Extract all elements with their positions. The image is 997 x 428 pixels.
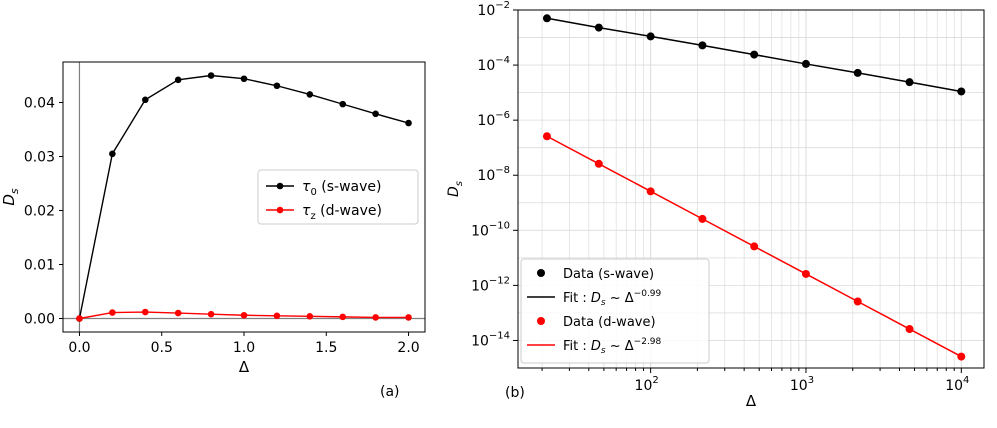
- panel-b-legend-marker-0: [537, 269, 545, 277]
- panel-b-label: (b): [505, 385, 525, 401]
- panel-b-series-1-point: [542, 132, 551, 141]
- panel-a-series-0-point: [174, 76, 182, 84]
- panel-a-series-1-point: [141, 308, 149, 316]
- panel-b-y-tick-label: 10−10: [471, 220, 510, 239]
- panel-b-legend-fit-label-0: Fit : Ds ~ Δ−0.99: [563, 289, 662, 308]
- panel-b: 102 103 104 10−1410−1210−1010−810−610−410−…: [446, 0, 985, 410]
- panel-a-x-ticks: 0.0 0.5 1.0 1.5 2.0: [68, 332, 420, 356]
- panel-b-x-axis-label: Δ: [746, 392, 757, 410]
- panel-b-series-1-point: [750, 242, 759, 251]
- panel-b-x-tick-label: 104: [945, 375, 969, 394]
- panel-b-y-tick-label: 10−6: [477, 110, 510, 129]
- panel-b-series-1-point: [801, 269, 810, 278]
- panel-b-x-tick-label: 103: [790, 375, 814, 394]
- panel-a-legend: τ0 (s-wave) τz (d-wave): [257, 169, 419, 225]
- panel-a: 0.0 0.5 1.0 1.5 2.0 0.00 0.01 0.02 0.03 0.04 Δ D…: [0, 61, 426, 400]
- panel-a-x-tick-label: 1.5: [315, 340, 337, 356]
- panel-b-y-tick-label: 10−4: [477, 55, 510, 74]
- panel-a-series-1-point: [174, 309, 182, 317]
- panel-a-series-1-point: [306, 313, 314, 320]
- panel-a-series-0-point: [273, 82, 281, 90]
- panel-b-series-1-point: [594, 159, 603, 168]
- panel-a-series-0-point: [339, 100, 347, 108]
- panel-a-series-1-point: [240, 311, 248, 319]
- panel-a-series: [76, 72, 412, 322]
- panel-b-series-0-point: [801, 59, 810, 68]
- panel-a-legend-label-0: τ0 (s-wave): [302, 179, 381, 198]
- panel-b-series-0-point: [698, 41, 707, 50]
- panel-a-series-1-point: [207, 310, 215, 318]
- panel-b-series-1-point: [698, 214, 707, 223]
- panel-a-series-0-point: [240, 75, 248, 83]
- panel-b-y-tick-label: 10−8: [477, 165, 510, 184]
- panel-b-x-ticks: 102 103 104: [541, 368, 969, 394]
- panel-b-y-tick-label: 10−14: [471, 330, 510, 349]
- panel-b-series-1-point: [905, 325, 914, 334]
- panel-a-series-1-point: [273, 312, 281, 320]
- panel-a-label: (a): [380, 384, 400, 400]
- panel-a-y-axis-label-sub: s: [8, 188, 21, 194]
- panel-b-series-0-point: [957, 87, 966, 96]
- panel-a-x-tick-label: 1.0: [233, 340, 255, 356]
- panel-b-series-1-point: [957, 352, 966, 361]
- panel-a-series-0-point: [405, 119, 412, 127]
- panel-b-legend-data-label-0: Data (s-wave): [563, 267, 654, 282]
- panel-b-series-1-point: [853, 297, 862, 306]
- panel-b-series-0-point: [853, 68, 862, 77]
- panel-a-series-0-point: [306, 91, 314, 98]
- panel-b-series-0-point: [905, 78, 914, 87]
- panel-b-legend-fit-label-1: Fit : Ds ~ Δ−2.98: [563, 337, 662, 356]
- panel-b-y-axis-label-sub: s: [454, 181, 465, 186]
- panel-b-y-ticks: 10−14 10−12 10−10 10−8 10−6 10−4 10−2: [471, 0, 518, 349]
- panel-b-series-1-point: [646, 187, 655, 196]
- panel-a-y-tick-label: 0.04: [24, 96, 55, 112]
- panel-a-x-tick-label: 2.0: [397, 340, 419, 356]
- panel-a-x-axis-label: Δ: [239, 358, 250, 376]
- panel-b-legend-box: [520, 258, 710, 364]
- panel-b-legend-data-label-1: Data (d-wave): [563, 315, 656, 330]
- panel-b-series-0-point: [542, 14, 551, 23]
- panel-a-legend-marker-1: [276, 206, 284, 214]
- panel-a-series-0-point: [372, 110, 379, 118]
- panel-a-y-axis-label-main: D: [0, 194, 18, 206]
- panel-a-legend-label-1: τz (d-wave): [302, 203, 382, 222]
- panel-b-x-tick-label: 102: [635, 375, 659, 394]
- panel-a-x-tick-label: 0.0: [68, 340, 90, 356]
- panel-a-y-axis-label: Ds: [0, 188, 21, 206]
- panel-a-series-0-point: [207, 72, 215, 79]
- panel-a-y-tick-label: 0.03: [24, 150, 55, 166]
- panel-a-y-tick-label: 0.01: [24, 258, 55, 274]
- panel-a-legend-marker-0: [276, 182, 284, 190]
- panel-a-x-tick-label: 0.5: [151, 340, 173, 356]
- panel-b-series-0-point: [594, 23, 603, 32]
- panel-a-legend-box: [257, 169, 419, 225]
- panel-a-series-1-point: [76, 315, 83, 322]
- panel-b-y-tick-label: 10−12: [471, 275, 510, 294]
- panel-a-y-ticks: 0.00 0.01 0.02 0.03 0.04: [24, 96, 63, 328]
- panel-a-series-1-point: [405, 314, 412, 321]
- panel-b-legend: Data (s-wave) Fit : Ds ~ Δ−0.99 Data (d-wa…: [520, 258, 710, 364]
- panel-a-y-tick-label: 0.00: [24, 312, 55, 328]
- panel-a-series-0-point: [109, 150, 116, 158]
- panel-b-y-tick-label: 10−2: [477, 0, 510, 19]
- panel-a-series-1-point: [372, 314, 379, 321]
- panel-a-series-0-point: [141, 96, 149, 104]
- panel-a-series-1-point: [339, 313, 347, 321]
- panel-b-series: [542, 14, 966, 361]
- panel-b-series-0-point: [646, 32, 655, 41]
- panel-b-axes-frame: [517, 9, 985, 369]
- panel-b-y-axis-label-main: D: [446, 186, 462, 197]
- panel-b-series-0-point: [750, 50, 759, 59]
- panel-a-series-1-point: [109, 309, 116, 316]
- panel-b-legend-marker-1: [537, 317, 545, 325]
- panel-b-y-axis-label: Ds: [446, 181, 465, 197]
- panel-a-y-tick-label: 0.02: [24, 204, 55, 220]
